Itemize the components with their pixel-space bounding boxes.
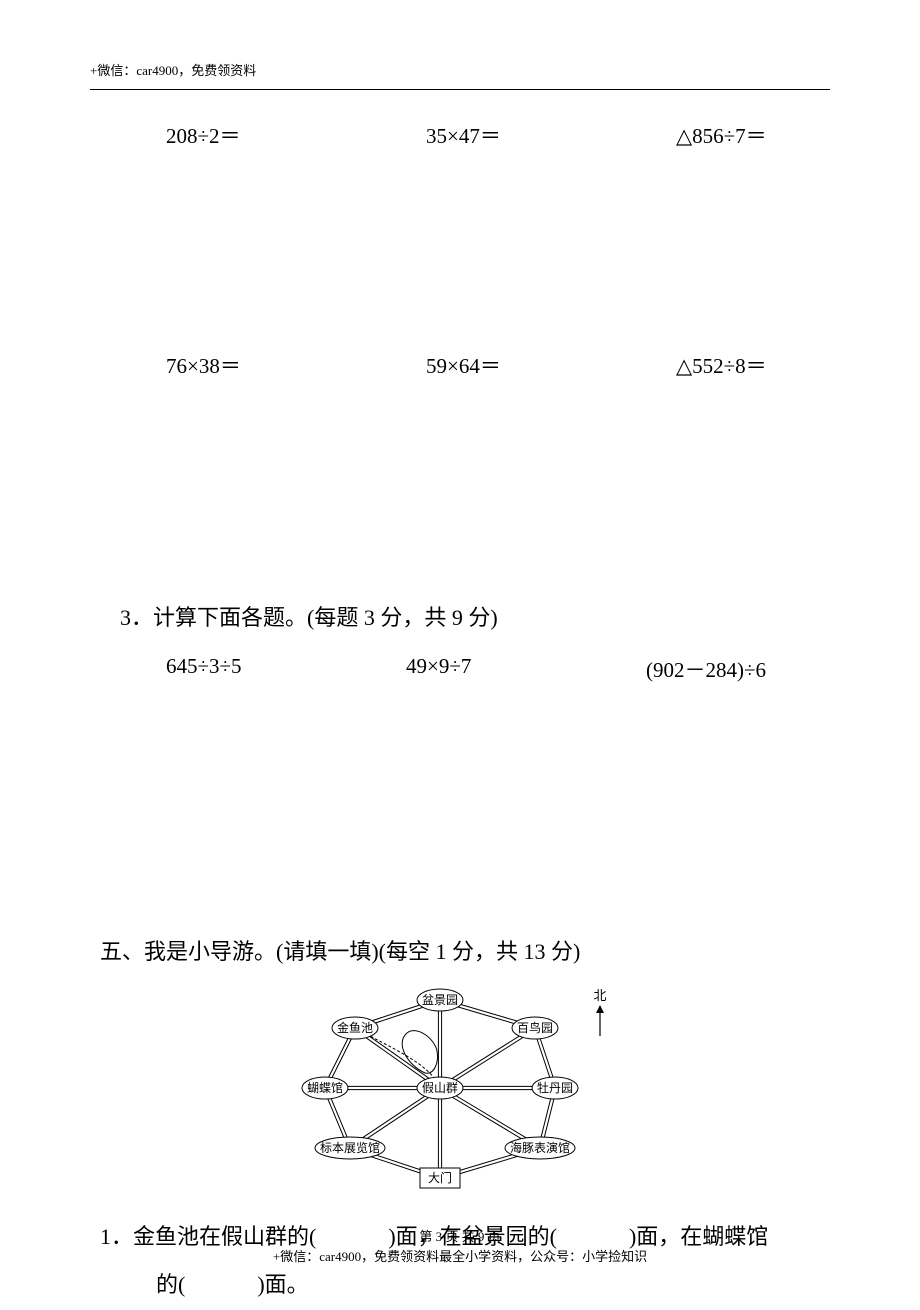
svg-text:北: 北 bbox=[593, 988, 606, 1003]
eq-59-times-64: 59×64＝ bbox=[426, 350, 676, 380]
calc-b: 49×9÷7 bbox=[406, 654, 646, 684]
calc-c: (902－284)÷6 bbox=[646, 654, 766, 684]
header-note: +微信：car4900，免费领资料 bbox=[90, 60, 830, 79]
calc-row: 645÷3÷5 49×9÷7 (902－284)÷6 bbox=[166, 654, 830, 684]
park-map-svg: 盆景园金鱼池 百鸟园蝴蝶馆 牡丹园标本展览馆 海豚表演馆 假山群大门 北 bbox=[280, 978, 640, 1198]
park-diagram: 盆景园金鱼池 百鸟园蝴蝶馆 牡丹园标本展览馆 海豚表演馆 假山群大门 北 bbox=[90, 978, 830, 1203]
svg-text:百鸟园: 百鸟园 bbox=[517, 1020, 553, 1035]
svg-text:大门: 大门 bbox=[428, 1170, 452, 1185]
svg-text:蝴蝶馆: 蝴蝶馆 bbox=[307, 1080, 343, 1095]
calc-a: 645÷3÷5 bbox=[166, 654, 406, 684]
eq-208-div-2: 208÷2＝ bbox=[166, 120, 426, 150]
footer-note: +微信：car4900，免费领资料最全小学资料，公众号：小学捡知识 bbox=[0, 1247, 920, 1267]
svg-text:金鱼池: 金鱼池 bbox=[337, 1020, 373, 1035]
svg-text:假山群: 假山群 bbox=[422, 1081, 458, 1095]
equation-row-1: 208÷2＝ 35×47＝ △856÷7＝ bbox=[166, 120, 830, 150]
q1-part-d: 的( bbox=[156, 1272, 185, 1297]
section-5-title: 五、我是小导游。(请填一填)(每空 1 分，共 13 分) bbox=[100, 934, 830, 966]
svg-text:牡丹园: 牡丹园 bbox=[537, 1080, 573, 1095]
svg-text:海豚表演馆: 海豚表演馆 bbox=[510, 1140, 570, 1155]
equation-row-2: 76×38＝ 59×64＝ △552÷8＝ bbox=[166, 350, 830, 380]
eq-856-div-7: △856÷7＝ bbox=[676, 120, 767, 150]
eq-552-div-8: △552÷8＝ bbox=[676, 350, 767, 380]
q1-part-e: )面。 bbox=[257, 1272, 308, 1297]
svg-text:盆景园: 盆景园 bbox=[422, 993, 458, 1007]
svg-text:标本展览馆: 标本展览馆 bbox=[320, 1140, 380, 1155]
footer-page-num: 第 3 页 共 9 页 bbox=[0, 1227, 920, 1247]
question-3-label: 3．计算下面各题。(每题 3 分，共 9 分) bbox=[120, 600, 830, 632]
eq-76-times-38: 76×38＝ bbox=[166, 350, 426, 380]
page-footer: 第 3 页 共 9 页 +微信：car4900，免费领资料最全小学资料，公众号：… bbox=[0, 1227, 920, 1266]
header-rule bbox=[90, 89, 830, 90]
eq-35-times-47: 35×47＝ bbox=[426, 120, 676, 150]
